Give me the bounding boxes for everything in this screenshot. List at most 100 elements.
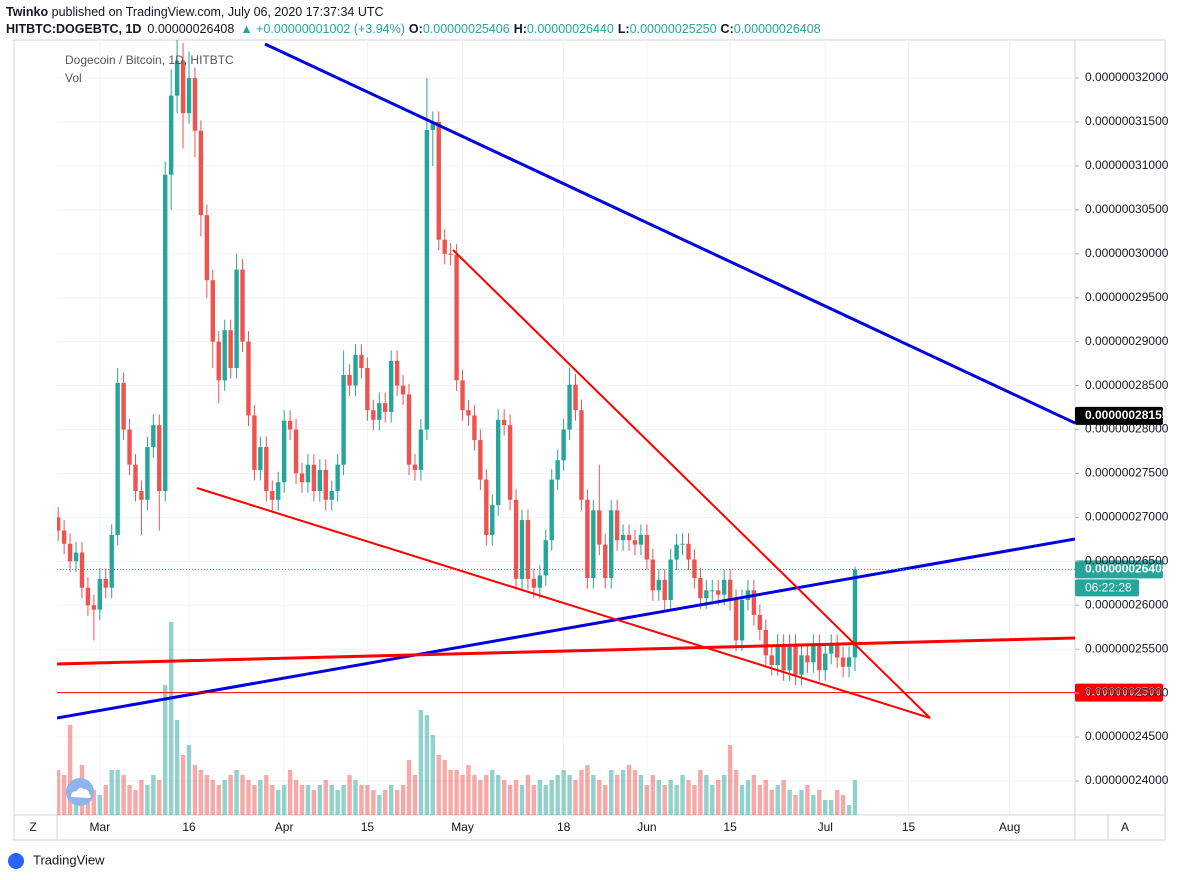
candle-body [727,579,733,600]
candle-body [198,130,204,216]
candle-body [460,380,465,411]
candle-body [353,354,358,386]
x-tick-label: 18 [557,820,571,834]
y-tick-label: 0.00000028000 [1085,422,1169,436]
candle-body [228,330,233,369]
volume-bar [763,780,768,815]
volume-bar [270,785,275,815]
candle-body [293,429,299,474]
volume-bar [496,775,501,815]
volume-bar [246,780,251,815]
y-tick-label: 0.00000027500 [1085,466,1169,480]
volume-bar [335,790,340,815]
volume-bar [525,775,531,815]
volume-bar [97,795,103,815]
brand: TradingView [33,852,105,867]
candle-body [834,644,840,658]
volume-bar [490,770,495,815]
candle-body [168,95,174,175]
volume-bar [656,780,661,815]
volume-bar [305,785,311,815]
countdown-bg [1075,579,1139,597]
candle-body [323,469,328,500]
candle-body [430,121,436,130]
volume-bar [174,720,180,815]
volume-bar [115,770,120,815]
h-label: H: [514,22,527,36]
volume-bar [852,780,858,815]
candle-body [603,544,608,579]
brand-icon [8,853,24,869]
candle-body [329,491,334,500]
volume-bar [400,785,406,815]
candle-body [115,382,120,535]
price-label-bg [1075,683,1163,702]
volume-bar [686,780,691,815]
candle-body [276,482,281,500]
candle-body [668,559,673,600]
volume-bar [210,780,215,815]
volume-bar [531,785,537,815]
h: 0.00000026440 [527,22,614,36]
candle-body [394,360,400,386]
candle-body [163,174,168,492]
candle-body [383,403,388,412]
scale-button[interactable]: A [1121,820,1129,834]
volume-bar [145,785,150,815]
volume-bar [377,795,382,815]
candle-body [852,569,858,658]
volume-bar [418,710,424,815]
price-lines: 0.00000028155 0.00000026408 06:22:28 0.0000… [57,406,1169,702]
candle-body [787,644,792,671]
volume-bar [698,770,703,815]
trendline [57,537,1075,720]
candle-body [377,403,382,420]
volume-bar [472,775,477,815]
o-label: O: [409,22,423,36]
volume-bar [240,775,245,815]
volume-bar [163,685,168,815]
candle-body [109,534,114,588]
volume-bar [537,780,543,815]
candle-body [579,410,584,500]
candle-body [531,578,537,588]
volume-bar [680,775,685,815]
price-label: 0.00000026408 [1085,562,1169,576]
trendline [264,42,1075,425]
frame [13,39,1166,841]
y-tick-label: 0.00000030500 [1085,202,1169,216]
x-tick-label: 16 [182,820,196,834]
auto-button[interactable]: Z [29,820,36,834]
volume-bar [668,780,673,815]
volume-bar [501,780,507,815]
volume-bar [846,805,852,815]
candle-body [805,655,810,663]
candle-body [733,599,739,641]
volume-bar [650,775,656,815]
candle-body [751,590,757,615]
candle-body [519,520,525,579]
candle-body [698,578,703,599]
volume-bar [133,790,138,815]
c-label: C: [721,22,734,36]
volume-bar [608,770,614,815]
volume-bar [674,785,679,815]
candle-body [91,605,97,610]
y-tick-label: 0.00000028500 [1085,378,1169,392]
volume-bar [151,775,156,815]
x-tick-label: 15 [902,820,916,834]
volume-bar [817,790,822,815]
candle-body [103,578,108,588]
volume-bar [127,785,132,815]
candle-body [721,579,727,595]
candle-body [793,644,798,675]
last: 0.00000026408 [147,22,234,36]
symbol: HITBTC:DOGEBTC, 1D [6,22,141,36]
candle-body [763,629,768,656]
ohlc-line: HITBTC:DOGEBTC, 1D 0.00000026408 ▲ +0.0000… [6,22,821,36]
volume-bar [805,785,810,815]
volume-bar [436,755,441,815]
volume-bar [834,790,840,815]
candle-body [341,375,346,465]
candle-body [585,499,590,579]
